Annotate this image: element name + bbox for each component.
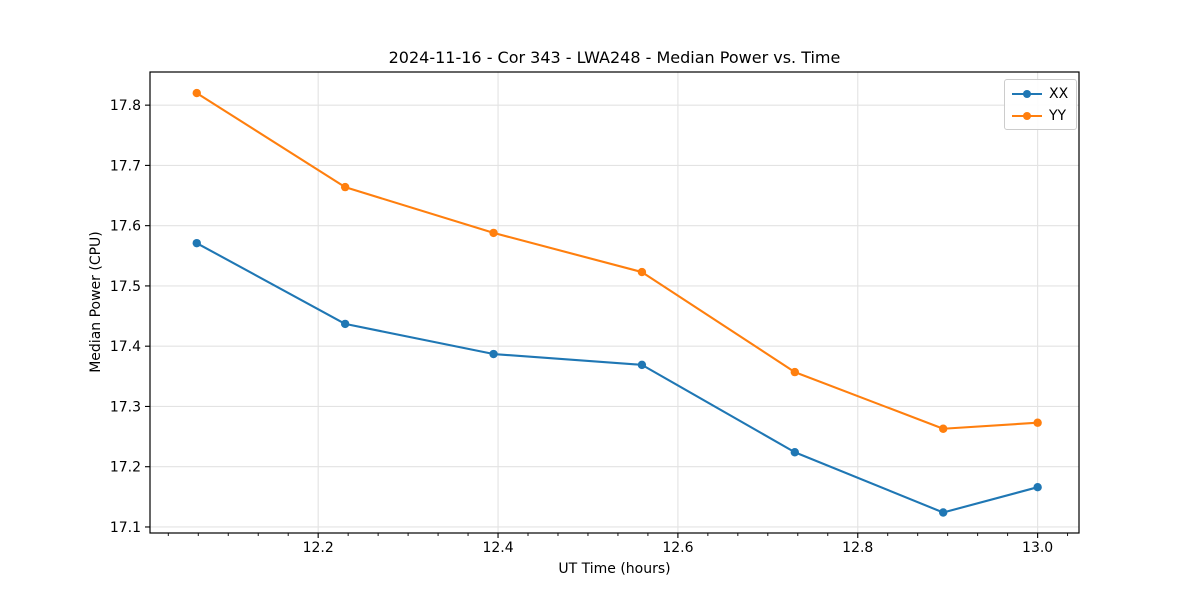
- y-tick-label: 17.8: [110, 98, 141, 114]
- legend-marker-dot: [1023, 111, 1031, 120]
- data-point-YY: [1033, 418, 1042, 427]
- data-point-XX: [1033, 483, 1042, 492]
- legend-marker-dot: [1023, 89, 1031, 98]
- x-tick-label: 13.0: [1022, 540, 1053, 556]
- data-point-YY: [790, 367, 800, 377]
- x-tick-label: 12.6: [662, 540, 693, 556]
- data-point-XX: [192, 238, 201, 248]
- series-line-XX: [195, 242, 1039, 514]
- data-point-XX: [340, 319, 350, 329]
- data-point-XX: [489, 349, 498, 359]
- data-point-YY: [340, 182, 350, 192]
- legend-label: YY: [1049, 107, 1067, 124]
- series-line-YY: [195, 92, 1039, 430]
- x-axis-label: UT Time (hours): [558, 561, 671, 577]
- chart-title: 2024-11-16 - Cor 343 - LWA248 - Median P…: [388, 48, 841, 67]
- data-point-YY: [939, 424, 948, 433]
- x-tick-label: 12.2: [303, 540, 334, 556]
- data-point-XX: [637, 360, 647, 370]
- y-tick-label: 17.5: [110, 279, 141, 295]
- y-tick-label: 17.6: [110, 219, 141, 235]
- data-point-YY: [489, 228, 498, 238]
- legend-label: XX: [1049, 85, 1069, 102]
- legend: XX YY: [1004, 79, 1078, 130]
- y-tick-label: 17.2: [110, 460, 141, 476]
- data-point-YY: [192, 88, 201, 98]
- data-point-YY: [637, 267, 647, 277]
- legend-line-marker-icon: [1012, 109, 1042, 123]
- legend-item-xx: XX: [1012, 84, 1068, 103]
- legend-item-yy: YY: [1012, 106, 1068, 125]
- data-point-XX: [939, 508, 948, 517]
- y-tick-label: 17.4: [110, 339, 141, 355]
- y-tick-label: 17.3: [110, 399, 141, 415]
- axes-spines: [149, 71, 1080, 534]
- y-axis-label: Median Power (CPU): [88, 231, 104, 373]
- legend-line-marker-icon: [1012, 87, 1042, 101]
- data-point-XX: [790, 448, 800, 457]
- x-tick-label: 12.4: [482, 540, 513, 556]
- y-tick-label: 17.1: [110, 520, 141, 536]
- x-tick-label: 12.8: [842, 540, 873, 556]
- y-tick-label: 17.7: [110, 158, 141, 174]
